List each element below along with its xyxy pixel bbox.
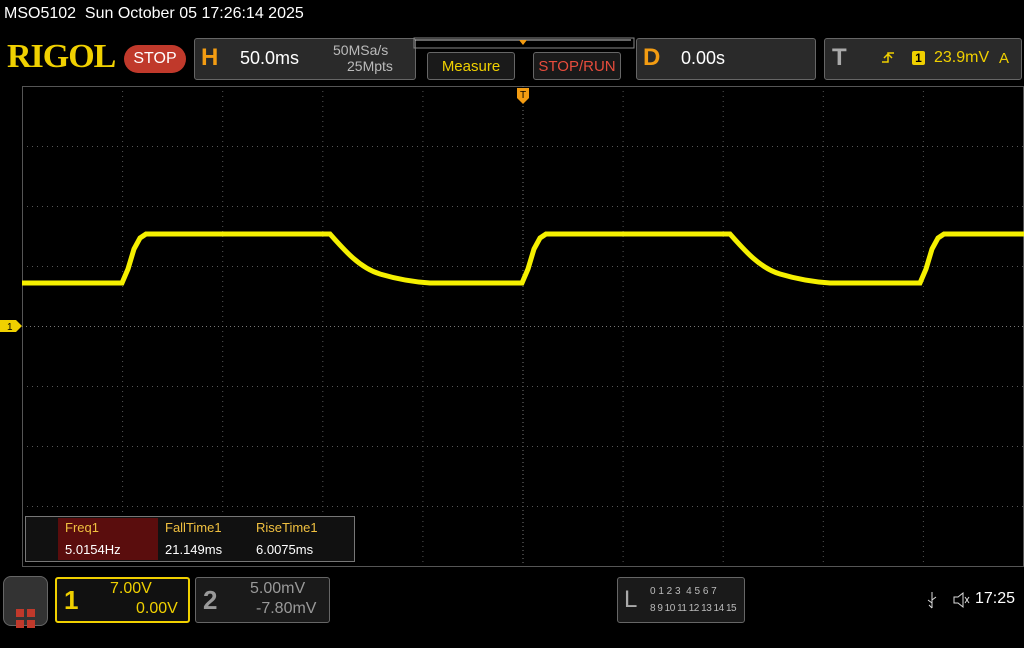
horizontal-panel[interactable] — [194, 38, 416, 80]
trigger-mode: A — [999, 50, 1010, 67]
measurement-value: 6.0075ms — [256, 542, 314, 557]
waveform-display: 1 T — [0, 86, 1024, 567]
channel-1-trace — [22, 231, 1024, 286]
trigger-marker: T — [520, 90, 526, 101]
delay-label: D — [643, 44, 661, 71]
measurement-header: RiseTime1 — [256, 520, 318, 535]
trigger-edge-icon — [882, 52, 894, 63]
logo: RIGOL — [7, 38, 116, 75]
stop-run-button[interactable]: STOP/RUN — [533, 52, 621, 80]
measurement-value: 5.0154Hz — [65, 542, 121, 557]
delay-value: 0.00s — [681, 48, 726, 68]
channel-2-number: 2 — [203, 585, 218, 615]
trigger-label: T — [832, 44, 847, 71]
logic-panel[interactable] — [617, 577, 745, 623]
horizontal-label: H — [201, 44, 219, 71]
channel-2-scale: 5.00mV — [250, 580, 306, 597]
measurement-header: Freq1 — [65, 520, 99, 535]
trigger-source: 1 — [912, 51, 925, 65]
logic-label: L — [624, 586, 638, 613]
channel-1-panel[interactable] — [55, 577, 190, 623]
channel-1-offset: 0.00V — [136, 600, 178, 617]
waveform-overview — [413, 37, 635, 49]
measurement-highlight — [58, 518, 158, 560]
sample-rate: 50MSa/s — [333, 42, 389, 58]
channel-1-scale: 7.00V — [110, 580, 152, 597]
delay-panel[interactable] — [636, 38, 816, 80]
oscilloscope-screen: MSO5102 Sun October 05 17:26:14 2025 RIG… — [0, 5, 1024, 628]
memory-depth: 25Mpts — [347, 58, 393, 74]
logic-row-1: 0 1 2 3 4 5 6 7 — [650, 586, 717, 597]
logic-row-2: 8 9 10 11 12 13 14 15 — [650, 603, 737, 614]
channel-2-offset: -7.80mV — [256, 600, 317, 617]
trigger-level: 23.9mV — [934, 49, 990, 66]
channel-1-number: 1 — [64, 585, 79, 615]
channel-marker: 1 — [7, 322, 13, 333]
run-state[interactable]: STOP — [124, 45, 186, 73]
status-title: MSO5102 Sun October 05 17:26:14 2025 — [4, 5, 304, 22]
measure-button[interactable]: Measure — [427, 52, 515, 80]
menu-button[interactable] — [3, 576, 48, 628]
clock: 17:25 — [975, 590, 1016, 607]
channel-2-panel[interactable] — [195, 577, 330, 623]
trigger-marker-bg — [517, 88, 529, 104]
channel-marker-bg — [0, 320, 22, 332]
measurement-header: FallTime1 — [165, 520, 222, 535]
measurement-value: 21.149ms — [165, 542, 223, 557]
timebase: 50.0ms — [240, 48, 300, 68]
status-icons — [927, 591, 970, 609]
